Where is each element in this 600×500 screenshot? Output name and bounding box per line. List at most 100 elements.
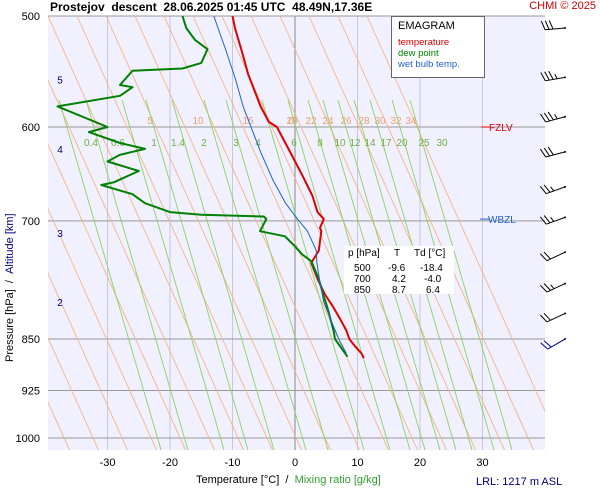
x-tick-label: -30 (100, 457, 116, 469)
y-tick-label: 700 (22, 216, 40, 228)
wind-barb-staff (546, 251, 566, 262)
wind-barb-staff (545, 76, 566, 82)
sounding-datetime: 28.06.2025 01:45 UTC (163, 0, 286, 14)
mixing-ratio-label: 0.6 (111, 138, 125, 149)
wind-barb-origin (564, 251, 566, 254)
dry-adiabat-line (163, 16, 360, 450)
y-tick-label: 925 (22, 386, 40, 398)
table-cell: -9.6 (388, 263, 406, 274)
wind-barb-glyph (540, 20, 566, 31)
dry-adiabat-line (48, 272, 128, 450)
legend-item-temperature: temperature (398, 37, 450, 48)
adiabat-label: 15 (242, 116, 254, 127)
dry-adiabat-line (366, 16, 545, 413)
wind-barb-flag (543, 340, 552, 348)
wind-barb-staff (545, 116, 566, 123)
dry-adiabat-line (48, 16, 244, 450)
y-tick-label: 600 (22, 122, 40, 134)
wind-barb-glyph (539, 215, 566, 225)
copyright: CHMI © 2025 (529, 0, 596, 12)
legend-item-dew-point: dew point (398, 48, 439, 59)
legend-item-wet-bulb: wet bulb temp. (398, 59, 460, 70)
wind-barb-glyph (540, 70, 566, 82)
wind-barb-flag (540, 342, 549, 350)
adiabat-label: 30 (374, 116, 386, 127)
profile-series (56, 16, 365, 359)
x-axis-label-mix: Mixing ratio [g/kg] (294, 474, 381, 486)
table-cell: 8.7 (392, 285, 406, 296)
wind-barb-flag (539, 185, 547, 195)
mixing-ratio-label: 0.4 (84, 138, 98, 149)
wind-barb (539, 282, 566, 293)
mixing-ratio-label: 20 (396, 138, 408, 149)
wind-barb (539, 215, 566, 225)
wind-barb-origin (564, 76, 566, 79)
mixing-ratio-line (261, 99, 365, 450)
wind-barb-flag (539, 216, 547, 225)
table-header-p: p [hPa] (348, 248, 380, 259)
mixing-ratio-label: 25 (418, 138, 430, 149)
wind-barb-half-flag (554, 73, 558, 79)
wbzl-label: WBZL (488, 215, 516, 226)
wind-barb-flag (540, 113, 547, 123)
wind-barb-staff (546, 186, 566, 195)
wind-barb-staff (545, 27, 566, 31)
dry-adiabat-line (337, 16, 534, 450)
dry-adiabat-line (76, 16, 273, 450)
wind-barb-staff (546, 283, 566, 293)
wind-barb (540, 111, 566, 123)
x-tick-label: -20 (162, 457, 178, 469)
wind-barbs (539, 20, 566, 350)
y-tick-label: 500 (22, 11, 40, 23)
x-tick-label: 20 (414, 457, 426, 469)
wind-barb-origin (564, 27, 566, 30)
wind-barb (540, 20, 566, 31)
adiabat-label: 5 (147, 116, 153, 127)
wind-barb-flag (540, 72, 546, 82)
y-tick-label: 1000 (16, 433, 40, 445)
wind-barb-flag (543, 147, 550, 157)
mixing-ratio-label: 12 (349, 138, 361, 149)
level-markers: FZLV WBZL (480, 123, 516, 226)
table-header-t: T (394, 248, 401, 259)
dry-adiabat-line (105, 16, 302, 450)
wind-barb-flag (543, 283, 551, 291)
dry-adiabat-line (48, 79, 215, 450)
wind-barb (540, 70, 566, 82)
y-tick-label: 850 (22, 334, 40, 346)
dry-adiabat-line (48, 208, 157, 450)
wind-barb-origin (564, 150, 566, 153)
wind-barb-half-flag (554, 114, 558, 120)
fzlv-label: FZLV (489, 123, 513, 134)
table-header-td: Td [°C] (414, 248, 446, 259)
wind-barb-staff (546, 216, 566, 225)
altitude-tick-label: 3 (57, 229, 63, 240)
dry-adiabat-line (279, 16, 476, 450)
series-temperature-line (231, 16, 365, 359)
adiabat-label: 26 (340, 116, 352, 127)
y-axis-label-pressure: Pressure [hPa] (4, 289, 16, 362)
dry-adiabats: 05 10 15 20 22 24 26 28 30 32 34 (48, 16, 545, 450)
y-axis-label-separator: / (4, 280, 16, 284)
x-axis-label-temp: Temperature [°C] (196, 474, 280, 486)
adiabat-label: 34 (405, 116, 417, 127)
mixing-ratio-label: 17 (380, 138, 392, 149)
mixing-ratio-label: 6 (291, 138, 297, 149)
mixing-ratio-label: 2 (201, 138, 207, 149)
altitude-tick-label: 4 (57, 145, 63, 156)
mixing-ratio-line (225, 99, 329, 450)
series-dew-point-line (56, 16, 349, 358)
wind-barb-half-flag (550, 284, 555, 290)
wind-barb-flag (548, 20, 554, 30)
wind-barb-flag (547, 111, 554, 121)
x-tick-label: -10 (225, 457, 241, 469)
wind-barb-flag (543, 112, 550, 122)
mixing-ratio-label: 1 (151, 138, 157, 149)
wind-barb-glyph (539, 312, 566, 323)
mixing-ratio-line (287, 99, 391, 450)
wind-barb-glyph (540, 338, 566, 350)
legend-title: EMAGRAM (398, 20, 455, 32)
table-cell: -4.0 (424, 274, 442, 285)
